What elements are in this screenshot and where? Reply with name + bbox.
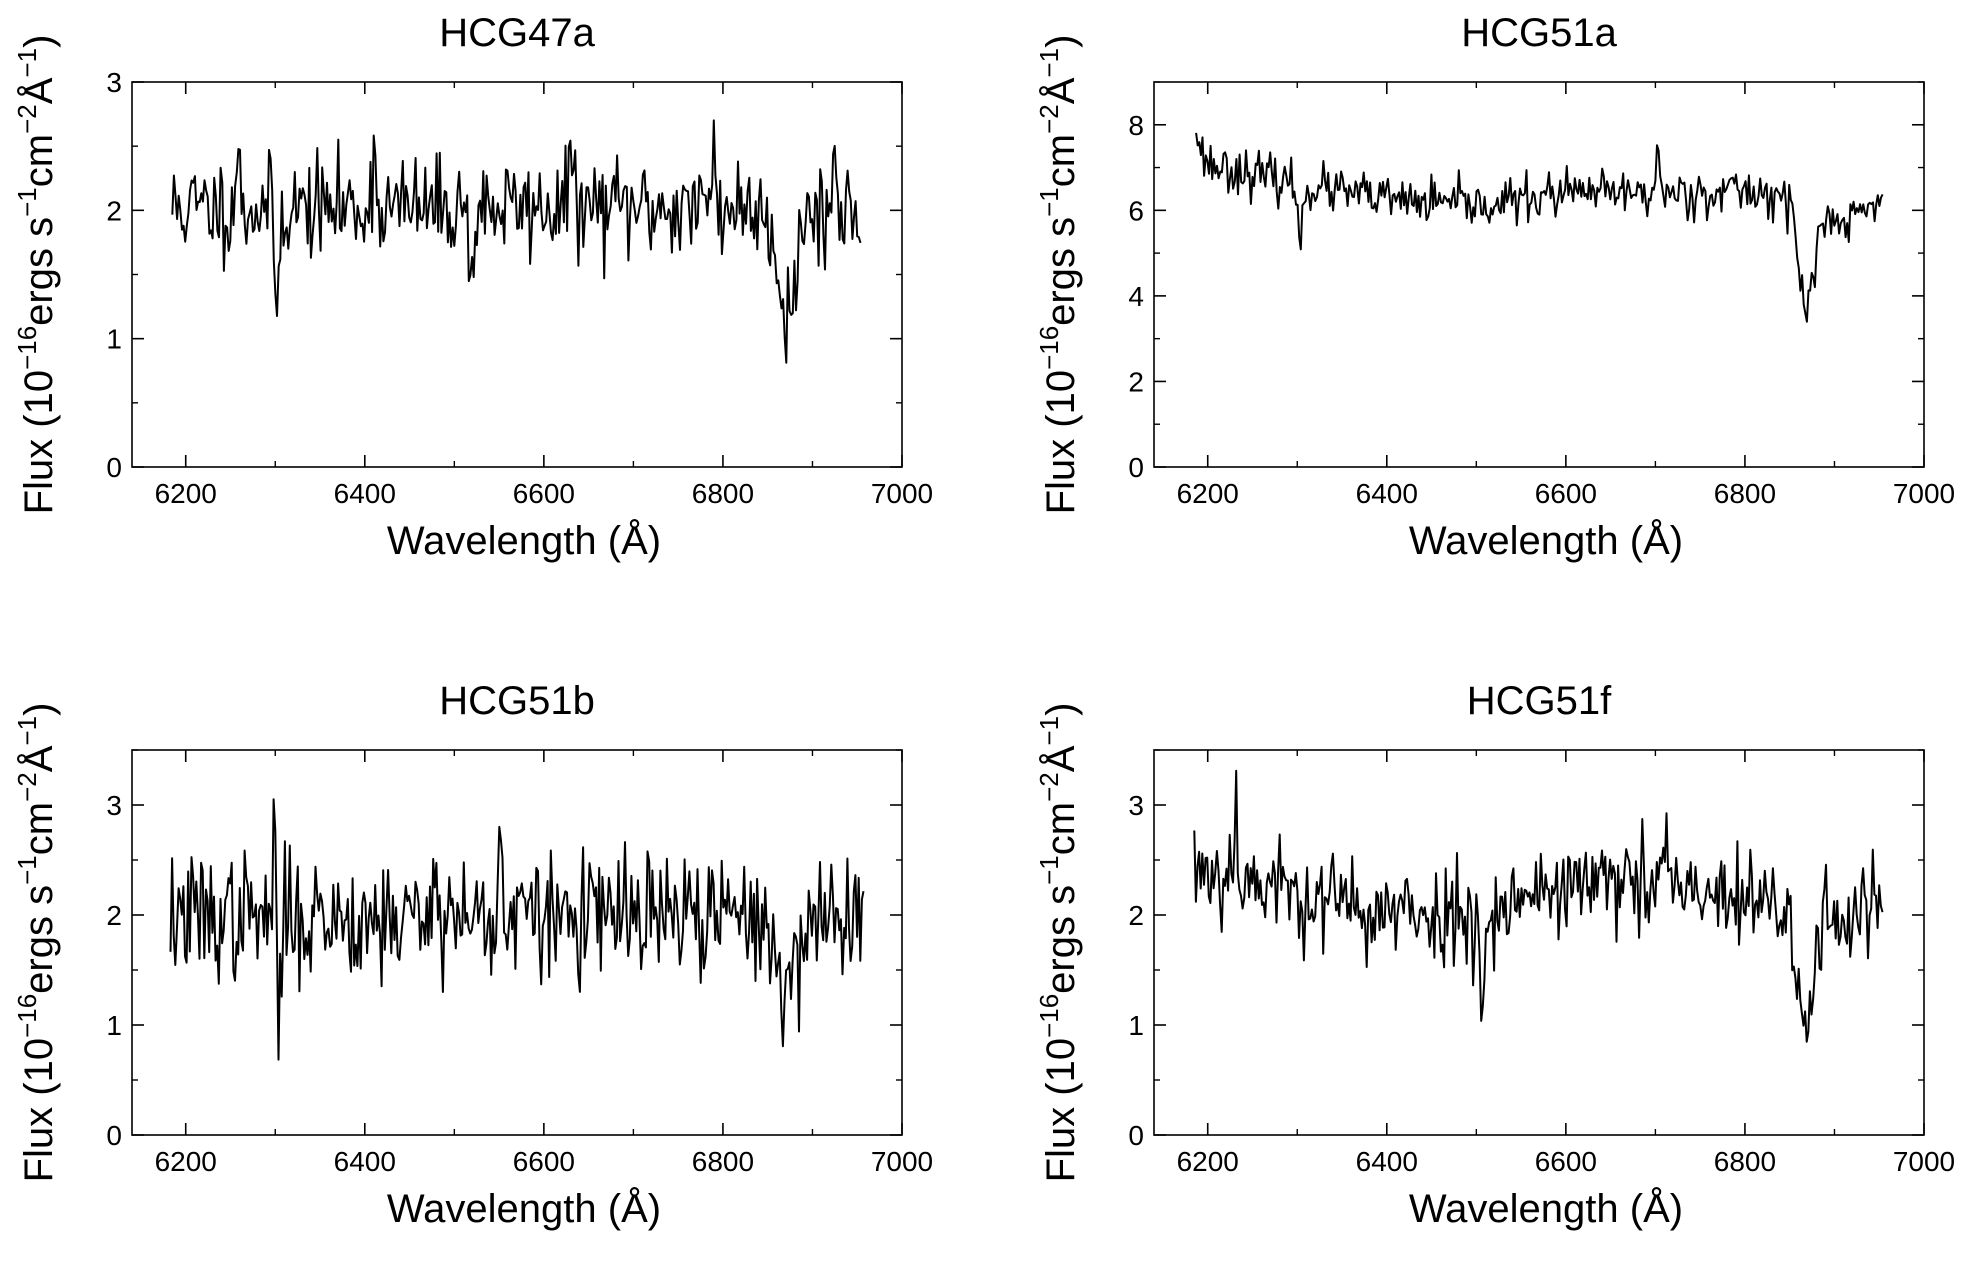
- plot-frame: [1153, 81, 1925, 468]
- panel-title: HCG47a: [439, 11, 595, 55]
- panel-title: HCG51a: [1461, 11, 1617, 55]
- y-tick-label: 3: [1128, 790, 1144, 821]
- spectrum-panel-hcg51b: HCG51b 6200 6400 6600 6800 7000 0 1 2 3 Wavelengt…: [12, 679, 933, 1231]
- x-tick-label: 6800: [692, 1146, 754, 1177]
- y-tick-label: 3: [106, 790, 122, 821]
- x-tick-label: 6800: [1714, 1146, 1776, 1177]
- spectrum-line: [171, 119, 862, 364]
- x-tick-label: 6400: [334, 478, 396, 509]
- x-tick-label: 6600: [513, 1146, 575, 1177]
- x-axis-label: Wavelength (Å): [387, 1186, 661, 1231]
- spectrum-line: [169, 798, 865, 1061]
- x-tick-label: 7000: [871, 478, 933, 509]
- x-tick-label: 6200: [155, 478, 217, 509]
- x-axis-label: Wavelength (Å): [1409, 1186, 1683, 1231]
- plot-frame: [1153, 749, 1925, 1136]
- y-tick-label: 2: [1128, 900, 1144, 931]
- spectrum-panel-hcg47a: HCG47a 6200 6400 6600 6800 7000 0 1 2 3 Wavelengt…: [12, 11, 933, 563]
- x-axis-label: Wavelength (Å): [1409, 518, 1683, 563]
- x-tick-label: 6400: [1356, 478, 1418, 509]
- x-tick-label: 6600: [1535, 478, 1597, 509]
- x-tick-label: 6400: [1356, 1146, 1418, 1177]
- panel-title: HCG51f: [1467, 679, 1612, 723]
- y-tick-label: 1: [106, 1010, 122, 1041]
- x-tick-label: 6200: [1177, 478, 1239, 509]
- y-tick-label: 0: [1128, 1120, 1144, 1151]
- y-tick-label: 8: [1128, 110, 1144, 141]
- y-tick-label: 3: [106, 67, 122, 98]
- spectrum-panel-hcg51a: HCG51a 6200 6400 6600 6800 7000 0 2 4 6 8 Waveleng…: [1034, 11, 1955, 563]
- y-axis-label: Flux (10−16ergs s−1cm−2Å−1): [1034, 35, 1083, 515]
- x-axis-label: Wavelength (Å): [387, 518, 661, 563]
- x-tick-label: 6600: [1535, 1146, 1597, 1177]
- x-tick-label: 7000: [871, 1146, 933, 1177]
- spectrum-panel-hcg51f: HCG51f 6200 6400 6600 6800 7000 0 1 2 3 Wavelengt…: [1034, 679, 1955, 1231]
- y-axis-label: Flux (10−16ergs s−1cm−2Å−1): [12, 35, 61, 515]
- panel-title: HCG51b: [439, 679, 595, 723]
- y-axis-label: Flux (10−16ergs s−1cm−2Å−1): [12, 703, 61, 1183]
- y-tick-label: 0: [1128, 452, 1144, 483]
- y-tick-label: 2: [1128, 366, 1144, 397]
- x-tick-label: 6200: [155, 1146, 217, 1177]
- y-tick-label: 4: [1128, 281, 1144, 312]
- x-tick-label: 6800: [1714, 478, 1776, 509]
- x-tick-label: 7000: [1893, 1146, 1955, 1177]
- y-axis-label: Flux (10−16ergs s−1cm−2Å−1): [1034, 703, 1083, 1183]
- y-tick-label: 0: [106, 452, 122, 483]
- x-tick-label: 6200: [1177, 1146, 1239, 1177]
- x-tick-label: 6800: [692, 478, 754, 509]
- y-tick-label: 2: [106, 900, 122, 931]
- spectrum-line: [1195, 132, 1884, 323]
- spectrum-line: [1193, 769, 1884, 1043]
- plot-frame: [131, 81, 903, 468]
- y-tick-label: 2: [106, 195, 122, 226]
- y-tick-label: 0: [106, 1120, 122, 1151]
- x-tick-label: 7000: [1893, 478, 1955, 509]
- x-tick-label: 6600: [513, 478, 575, 509]
- y-tick-label: 6: [1128, 195, 1144, 226]
- plot-frame: [131, 749, 903, 1136]
- y-tick-label: 1: [1128, 1010, 1144, 1041]
- x-tick-label: 6400: [334, 1146, 396, 1177]
- y-tick-label: 1: [106, 324, 122, 355]
